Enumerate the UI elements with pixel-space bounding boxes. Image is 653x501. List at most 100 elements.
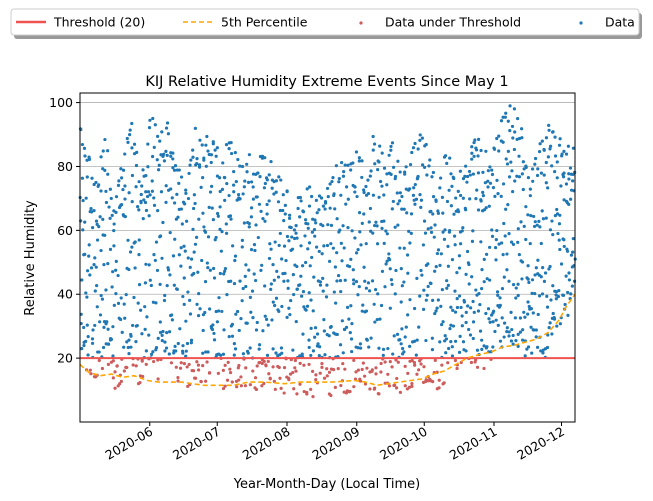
data-point: [382, 166, 387, 170]
data-point: [90, 176, 94, 180]
data-point: [392, 334, 396, 338]
data-point: [92, 263, 96, 267]
data-point: [410, 150, 414, 155]
data-point: [389, 148, 393, 152]
data-point: [197, 165, 202, 169]
data-point: [420, 136, 425, 140]
data-point: [554, 293, 558, 297]
data-point: [249, 215, 253, 219]
under-threshold-point: [225, 378, 230, 382]
data-point: [415, 276, 419, 280]
data-point: [133, 266, 137, 270]
data-point: [232, 169, 236, 174]
data-point: [87, 155, 91, 159]
data-point: [528, 194, 532, 198]
data-point: [103, 168, 107, 172]
data-point: [491, 320, 495, 324]
data-point: [144, 174, 148, 178]
data-point: [191, 206, 196, 211]
under-threshold-point: [228, 371, 233, 375]
under-threshold-point: [352, 358, 356, 363]
data-point: [204, 350, 208, 354]
data-point: [106, 172, 110, 176]
data-point: [148, 278, 152, 282]
data-point: [124, 292, 128, 297]
legend-label: 5th Percentile: [221, 15, 308, 30]
data-point: [130, 200, 134, 204]
data-point: [520, 136, 524, 140]
data-point: [181, 351, 185, 355]
data-point: [334, 301, 338, 305]
data-point: [330, 179, 334, 184]
under-threshold-point: [201, 364, 205, 368]
data-point: [547, 326, 551, 330]
data-point: [197, 163, 202, 167]
data-point: [158, 139, 162, 143]
under-threshold-point: [341, 362, 345, 366]
data-point: [562, 198, 566, 202]
data-point: [128, 250, 133, 254]
data-point: [440, 288, 444, 292]
data-point: [507, 330, 511, 334]
data-point: [442, 237, 447, 241]
under-threshold-point: [258, 360, 262, 365]
data-point: [296, 206, 300, 211]
under-threshold-point: [305, 390, 309, 395]
under-threshold-point: [100, 366, 105, 371]
data-point: [339, 241, 343, 245]
data-point: [199, 185, 203, 189]
data-point: [469, 306, 473, 310]
data-point: [255, 320, 259, 325]
data-point: [448, 156, 452, 160]
data-point: [294, 319, 298, 324]
data-point: [306, 247, 310, 251]
data-point: [181, 294, 185, 299]
data-point: [251, 197, 256, 201]
data-point: [265, 178, 269, 182]
data-point: [165, 331, 169, 335]
data-point: [507, 279, 511, 283]
data-point: [156, 134, 160, 138]
data-point: [269, 287, 273, 291]
data-point: [402, 246, 406, 250]
data-point: [298, 354, 302, 358]
data-point: [555, 176, 559, 180]
data-point: [229, 279, 233, 283]
under-threshold-point: [370, 368, 374, 372]
data-point: [460, 229, 464, 233]
data-point: [481, 194, 485, 198]
data-point: [84, 196, 88, 200]
data-point: [364, 286, 368, 290]
data-point: [516, 240, 520, 244]
data-point: [302, 305, 306, 309]
under-threshold-point: [431, 380, 435, 384]
data-point: [388, 267, 392, 271]
data-point: [229, 151, 234, 156]
data-point: [123, 152, 127, 156]
data-point: [382, 241, 386, 246]
under-threshold-point: [398, 390, 402, 394]
data-point: [156, 209, 160, 213]
data-point: [85, 175, 89, 179]
data-point: [249, 248, 254, 252]
data-point: [544, 160, 548, 165]
data-point: [488, 165, 492, 169]
under-threshold-point: [387, 384, 392, 388]
under-threshold-point: [223, 384, 227, 388]
data-point: [217, 296, 221, 300]
data-point: [438, 186, 442, 190]
under-threshold-point: [176, 379, 180, 383]
data-point: [172, 168, 177, 172]
data-point: [310, 230, 314, 234]
data-point: [263, 284, 267, 288]
data-point: [111, 354, 115, 358]
data-point: [524, 164, 528, 168]
data-point: [562, 244, 566, 249]
data-point: [315, 211, 319, 215]
data-point: [510, 169, 514, 173]
data-point: [518, 316, 523, 320]
data-point: [453, 289, 457, 293]
data-point: [249, 310, 253, 314]
data-point: [374, 220, 378, 224]
data-point: [325, 186, 330, 191]
